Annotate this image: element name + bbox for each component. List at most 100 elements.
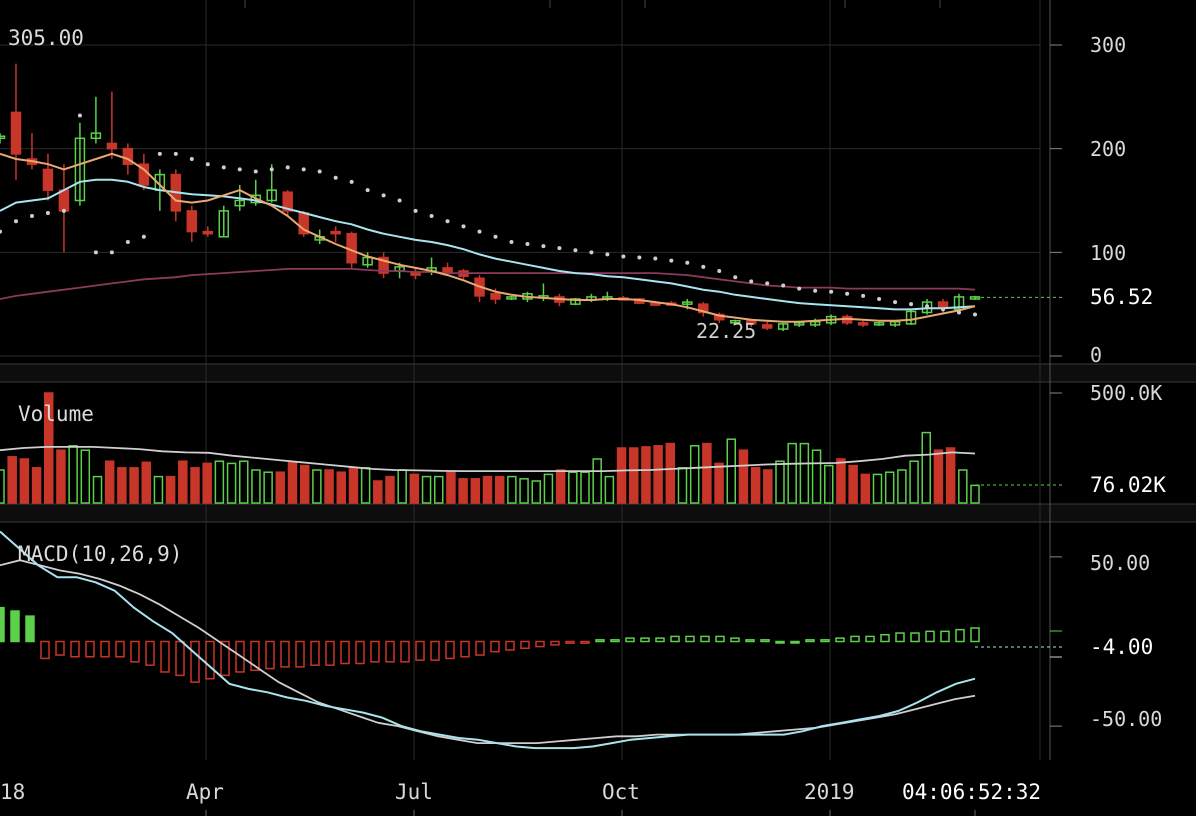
macd-line <box>0 530 976 750</box>
macd-histogram-bar <box>460 640 470 658</box>
candle-body <box>761 324 773 329</box>
volume-bar <box>275 471 286 504</box>
candle-body <box>90 132 102 140</box>
volume-bar <box>726 438 736 504</box>
candle-body <box>202 230 214 235</box>
sar-dot <box>125 239 130 244</box>
volume-axis-tick-max: 500.0K <box>1090 381 1163 405</box>
macd-histogram-bar <box>295 640 305 668</box>
sar-dot <box>829 289 834 294</box>
candle-body <box>0 135 6 140</box>
sar-dot <box>365 188 370 193</box>
sar-dot <box>605 252 610 257</box>
countdown-timer: 04:06:52:32 <box>902 780 1042 804</box>
macd-histogram-bar <box>0 606 5 643</box>
volume-bar <box>141 461 151 504</box>
sar-dot <box>109 250 114 255</box>
candle-body <box>873 322 885 326</box>
macd-histogram-bar <box>115 640 125 658</box>
volume-bar <box>68 445 78 504</box>
candle-body <box>218 210 230 238</box>
volume-bar <box>848 464 858 504</box>
sar-dot <box>205 162 210 167</box>
macd-axis-tick-50: 50.00 <box>1090 551 1151 575</box>
sar-dot <box>893 300 898 305</box>
sar-dot <box>589 250 594 255</box>
sar-dot <box>781 283 786 288</box>
sar-dot <box>333 175 338 180</box>
volume-bar <box>689 445 700 504</box>
sar-dot <box>765 281 770 286</box>
volume-bar <box>568 471 578 504</box>
macd-histogram-bar <box>130 640 140 663</box>
macd-histogram-bar <box>835 637 845 643</box>
candle-body <box>729 320 741 324</box>
volume-bar <box>7 456 17 504</box>
volume-bar <box>202 462 212 504</box>
sar-dot <box>429 214 434 219</box>
candle-body <box>745 320 757 325</box>
macd-histogram-bar <box>325 640 335 666</box>
macd-histogram-bar <box>445 640 455 660</box>
volume-bar <box>629 447 639 504</box>
volume-bar <box>348 467 359 504</box>
volume-bar <box>385 475 395 504</box>
macd-histogram-bar <box>700 635 710 643</box>
volume-bar <box>641 446 651 504</box>
volume-bar <box>519 478 529 504</box>
panel-separator <box>0 364 1196 382</box>
volume-bar <box>397 469 407 504</box>
volume-bar <box>80 449 91 504</box>
sar-dot <box>909 302 914 307</box>
sar-dot <box>685 260 690 265</box>
candle-body <box>58 189 70 212</box>
macd-histogram-bar <box>880 633 890 643</box>
macd-histogram-bar <box>175 640 185 677</box>
macd-histogram-bar <box>595 639 605 643</box>
macd-histogram-bar <box>265 640 275 670</box>
volume-bar <box>714 462 724 504</box>
volume-bar <box>933 449 944 504</box>
candle-body <box>682 301 693 305</box>
candle-body <box>74 137 86 202</box>
macd-histogram-bar <box>385 640 395 663</box>
candle-body <box>953 296 965 311</box>
macd-histogram-bar <box>925 630 935 643</box>
volume-bar <box>702 442 712 504</box>
sar-dot <box>653 256 658 261</box>
sar-dot <box>717 268 722 273</box>
macd-histogram-bar <box>775 640 785 644</box>
sar-dot <box>957 310 962 315</box>
volume-bar <box>239 460 249 504</box>
volume-bar <box>446 471 456 504</box>
sar-dot <box>621 254 626 259</box>
macd-histogram-bar <box>685 635 695 643</box>
volume-bar <box>763 469 773 504</box>
macd-histogram-bar <box>970 627 980 643</box>
volume-bar <box>653 445 663 504</box>
volume-panel-title: Volume <box>18 402 94 426</box>
macd-histogram-bar <box>550 640 560 646</box>
sar-dot <box>461 224 466 229</box>
candle-body <box>122 147 134 165</box>
sar-dot <box>189 157 194 162</box>
sar-dot <box>253 169 258 174</box>
sar-dot <box>445 219 450 224</box>
volume-bar <box>56 449 66 504</box>
volume-bar <box>787 442 797 504</box>
candle-body <box>378 256 389 274</box>
macd-histogram-bar <box>670 635 680 643</box>
candle-body <box>282 191 293 212</box>
sar-dot <box>541 244 546 249</box>
macd-histogram-bar <box>220 640 230 677</box>
macd-histogram-bar <box>655 637 665 643</box>
macd-histogram-bar <box>235 640 245 673</box>
volume-ma-line <box>0 445 976 473</box>
volume-bar <box>324 469 334 504</box>
macd-histogram-bar <box>280 640 290 668</box>
volume-bar <box>897 469 907 504</box>
volume-bar <box>860 473 871 504</box>
macd-histogram-bar <box>370 640 380 663</box>
sar-dot <box>733 275 738 280</box>
